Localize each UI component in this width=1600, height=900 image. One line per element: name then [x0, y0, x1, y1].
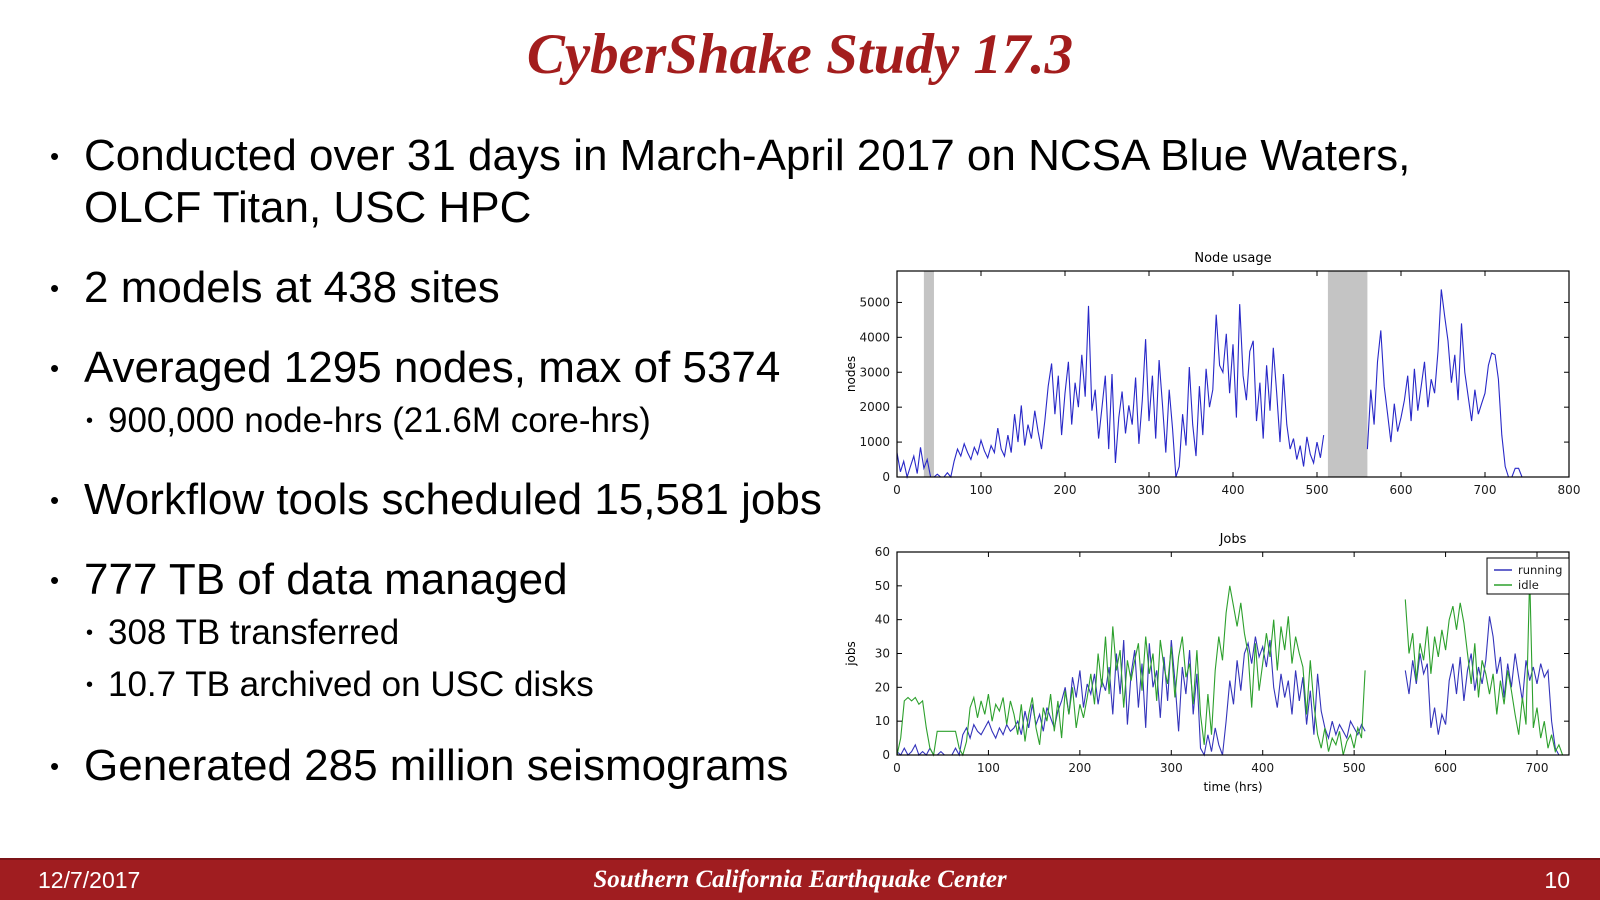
y-tick-label: 40	[875, 613, 890, 627]
legend-label: idle	[1518, 578, 1539, 592]
plot-border	[896, 551, 1570, 756]
x-tick-label: 800	[1558, 483, 1581, 497]
bullet-dot: •	[50, 273, 60, 303]
bullet-item: • Generated 285 million seismograms	[50, 740, 1550, 792]
y-tick-label: 2000	[859, 400, 890, 414]
legend-label: running	[1518, 563, 1562, 577]
bullet-text: 10.7 TB archived on USC disks	[108, 665, 594, 704]
bullet-item: • Averaged 1295 nodes, max of 5374	[50, 342, 1550, 394]
shaded-band	[923, 271, 934, 477]
legend-box	[1486, 557, 1570, 595]
x-tick-label: 200	[1054, 483, 1077, 497]
x-tick-label: 300	[1138, 483, 1161, 497]
x-axis-label: time (hrs)	[1203, 780, 1262, 794]
bullet-text: 2 models at 438 sites	[84, 263, 500, 312]
chart-title: Node usage	[1194, 251, 1271, 266]
x-tick-label: 600	[1390, 483, 1413, 497]
slide-title: CyberShake Study 17.3	[526, 23, 1074, 86]
x-tick-label: 500	[1343, 761, 1366, 775]
bullet-text: 777 TB of data managed	[84, 555, 568, 604]
y-axis-label: jobs	[844, 641, 858, 667]
x-tick-label: 400	[1222, 483, 1245, 497]
chart-title: Jobs	[1219, 532, 1247, 547]
bullet-dot: •	[50, 565, 60, 595]
x-tick-label: 700	[1526, 761, 1549, 775]
y-tick-label: 0	[882, 748, 890, 762]
bullet-text: 900,000 node-hrs (21.6M core-hrs)	[108, 401, 651, 440]
bullet-dot: •	[50, 751, 60, 781]
x-tick-label: 0	[893, 761, 901, 775]
x-tick-label: 700	[1474, 483, 1497, 497]
node-usage-chart: 0 100 200 300 400 500 600 700 800 0 1000 2000 3000 40…	[840, 240, 1588, 506]
y-tick-label: 3000	[859, 365, 890, 379]
y-tick-label: 20	[875, 680, 890, 694]
footer-center-text: Southern California Earthquake Center	[593, 866, 1007, 893]
x-tick-label: 300	[1160, 761, 1183, 775]
y-tick-label: 0	[882, 470, 890, 484]
bullet-item: • Conducted over 31 days in March-April 2…	[50, 130, 1550, 234]
series-running	[896, 616, 1563, 757]
bullet-item: • Workflow tools scheduled 15,581 jobs	[50, 474, 1550, 526]
y-tick-label: 30	[875, 647, 890, 661]
bullet-text: Conducted over 31 days in March-April 20…	[84, 131, 1411, 232]
bullet-dot: •	[50, 353, 60, 383]
sub-bullet-item: • 10.7 TB archived on USC disks	[86, 664, 1486, 706]
sub-bullet-item: • 308 TB transferred	[86, 612, 1486, 654]
y-tick-label: 4000	[859, 330, 890, 344]
footer-page-number: 10	[1544, 866, 1570, 893]
series-nodes	[896, 289, 1523, 480]
x-tick-label: 100	[977, 761, 1000, 775]
x-tick-label: 0	[893, 483, 901, 497]
x-tick-label: 400	[1251, 761, 1274, 775]
bullet-text: 308 TB transferred	[108, 613, 400, 652]
shaded-band	[1327, 271, 1368, 477]
sub-bullet-item: • 900,000 node-hrs (21.6M core-hrs)	[86, 400, 1486, 442]
x-tick-label: 200	[1068, 761, 1091, 775]
y-axis-label: nodes	[844, 356, 858, 392]
y-tick-label: 50	[875, 579, 890, 593]
bullet-dot: •	[86, 622, 94, 644]
bullet-dot: •	[50, 141, 60, 171]
y-tick-label: 60	[875, 545, 890, 559]
bullet-item: • 777 TB of data managed	[50, 554, 1550, 606]
y-tick-label: 10	[875, 714, 890, 728]
bullet-dot: •	[86, 674, 94, 696]
y-tick-label: 5000	[859, 295, 890, 309]
bullet-text: Generated 285 million seismograms	[84, 741, 789, 790]
jobs-chart: 0 100 200 300 400 500 600 700 0 10 20 30 40 50 60 Jobs j…	[840, 514, 1588, 794]
bullet-item: • 2 models at 438 sites	[50, 262, 1550, 314]
x-tick-label: 500	[1306, 483, 1329, 497]
x-tick-label: 100	[970, 483, 993, 497]
bullet-dot: •	[86, 410, 94, 432]
x-tick-label: 600	[1434, 761, 1457, 775]
footer-date: 12/7/2017	[38, 866, 141, 893]
plot-border	[896, 270, 1570, 478]
bullet-text: Averaged 1295 nodes, max of 5374	[84, 343, 781, 392]
bullet-text: Workflow tools scheduled 15,581 jobs	[84, 475, 822, 524]
bullet-dot: •	[50, 485, 60, 515]
footer-bar: 12/7/2017 Southern California Earthquake…	[0, 858, 1600, 900]
series-idle	[896, 575, 1564, 757]
y-tick-label: 1000	[859, 435, 890, 449]
